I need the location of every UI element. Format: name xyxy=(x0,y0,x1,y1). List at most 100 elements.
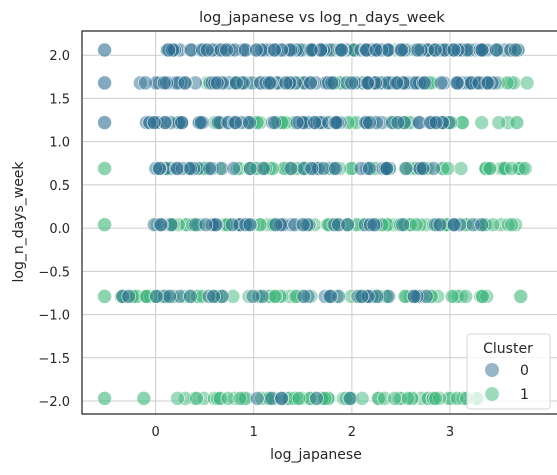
scatter-point-cluster-0 xyxy=(304,161,320,176)
scatter-point-cluster-1 xyxy=(291,390,307,406)
y-tick-label: −1.5 xyxy=(38,352,70,367)
x-tick-label: 2 xyxy=(348,425,356,440)
scatter-point-cluster-0 xyxy=(415,161,431,176)
y-tick-label: −0.5 xyxy=(38,265,70,280)
y-tick-label: 1.5 xyxy=(49,92,70,107)
scatter-point-cluster-0 xyxy=(328,161,344,176)
legend: Cluster 0 1 xyxy=(466,333,551,410)
scatter-point-cluster-0 xyxy=(328,115,344,130)
scatter-point-cluster-0 xyxy=(199,42,215,58)
scatter-point-cluster-0 xyxy=(395,217,411,233)
chart-title: log_japanese vs log_n_days_week xyxy=(199,10,445,26)
scatter-point-cluster-0 xyxy=(368,42,384,58)
scatter-point-cluster-0 xyxy=(177,75,193,91)
scatter-point-cluster-1 xyxy=(513,288,529,304)
scatter-point-cluster-0 xyxy=(474,42,490,58)
scatter-point-cluster-0 xyxy=(228,115,244,130)
scatter-point-cluster-0 xyxy=(229,75,244,91)
x-tick-labels: 0 1 2 3 xyxy=(151,425,454,440)
scatter-point-cluster-0 xyxy=(389,75,404,91)
scatter-point-cluster-0 xyxy=(278,75,294,91)
scatter-point-cluster-0 xyxy=(209,75,225,91)
scatter-point-cluster-0 xyxy=(283,161,299,176)
scatter-point-cluster-0 xyxy=(361,161,377,176)
scatter-point-cluster-1 xyxy=(97,390,112,406)
scatter-point-cluster-0 xyxy=(138,75,153,91)
scatter-point-cluster-1 xyxy=(428,390,444,406)
scatter-point-cluster-1 xyxy=(519,75,535,91)
scatter-point-cluster-1 xyxy=(136,390,152,406)
scatter-point-cluster-1 xyxy=(444,288,460,304)
scatter-point-cluster-1 xyxy=(354,390,370,406)
scatter-point-cluster-1 xyxy=(474,115,490,130)
scatter-point-cluster-0 xyxy=(97,75,112,91)
scatter-point-cluster-0 xyxy=(398,161,414,176)
scatter-point-cluster-0 xyxy=(360,75,376,91)
scatter-point-cluster-0 xyxy=(354,288,370,304)
scatter-point-cluster-0 xyxy=(289,115,305,130)
scatter-point-cluster-0 xyxy=(156,75,172,91)
scatter-point-cluster-0 xyxy=(274,390,290,406)
data-points xyxy=(97,42,535,406)
scatter-point-cluster-0 xyxy=(427,42,443,58)
scatter-point-cluster-0 xyxy=(202,161,218,176)
scatter-point-cluster-1 xyxy=(408,217,424,233)
scatter-point-cluster-1 xyxy=(268,288,284,304)
scatter-point-cluster-0 xyxy=(340,217,356,233)
scatter-point-cluster-1 xyxy=(491,115,507,130)
legend-marker-cluster-0 xyxy=(485,363,499,377)
legend-label-cluster-1: 1 xyxy=(520,387,529,403)
scatter-point-cluster-1 xyxy=(97,161,112,176)
scatter-point-cluster-0 xyxy=(474,217,490,233)
x-tick-label: 0 xyxy=(151,425,159,440)
scatter-point-cluster-0 xyxy=(255,161,271,176)
scatter-point-cluster-1 xyxy=(458,288,474,304)
scatter-point-cluster-0 xyxy=(182,288,198,304)
scatter-point-cluster-0 xyxy=(410,42,426,58)
y-tick-label: 0.5 xyxy=(49,179,70,194)
scatter-point-cluster-0 xyxy=(480,75,496,91)
scatter-point-cluster-0 xyxy=(242,161,258,176)
scatter-point-cluster-1 xyxy=(97,288,112,304)
scatter-point-cluster-0 xyxy=(295,217,311,233)
scatter-point-cluster-0 xyxy=(162,288,178,304)
scatter-point-cluster-0 xyxy=(242,217,258,233)
scatter-point-cluster-1 xyxy=(189,390,205,406)
scatter-point-cluster-0 xyxy=(224,217,240,233)
scatter-point-cluster-1 xyxy=(170,390,185,406)
scatter-point-cluster-0 xyxy=(97,42,112,58)
scatter-point-cluster-0 xyxy=(121,288,137,304)
legend-marker-cluster-1 xyxy=(485,387,499,401)
x-tick-label: 1 xyxy=(250,425,258,440)
scatter-point-cluster-0 xyxy=(242,115,258,130)
scatter-point-cluster-0 xyxy=(428,115,444,130)
scatter-point-cluster-0 xyxy=(267,115,283,130)
scatter-point-cluster-0 xyxy=(362,115,378,130)
scatter-point-cluster-1 xyxy=(387,390,403,406)
legend-label-cluster-0: 0 xyxy=(520,363,529,379)
y-tick-label: 1.0 xyxy=(49,136,70,151)
scatter-point-cluster-0 xyxy=(309,390,324,406)
y-axis-label: log_n_days_week xyxy=(11,161,27,283)
scatter-point-cluster-0 xyxy=(248,42,264,58)
x-tick-label: 3 xyxy=(446,425,454,440)
scatter-point-cluster-0 xyxy=(182,161,198,176)
y-tick-label: −2.0 xyxy=(38,395,70,410)
scatter-point-cluster-0 xyxy=(446,42,462,58)
scatter-point-cluster-0 xyxy=(226,161,242,176)
scatter-point-cluster-1 xyxy=(97,217,112,233)
y-tick-labels: −2.0 −1.5 −1.0 −0.5 0.0 0.5 1.0 1.5 2.0 xyxy=(38,49,70,410)
scatter-point-cluster-1 xyxy=(517,161,533,176)
scatter-point-cluster-0 xyxy=(432,217,448,233)
scatter-point-cluster-0 xyxy=(394,42,410,58)
scatter-point-cluster-0 xyxy=(433,75,449,91)
scatter-point-cluster-0 xyxy=(449,75,465,91)
scatter-point-cluster-0 xyxy=(262,75,277,91)
x-axis-label: log_japanese xyxy=(270,447,362,463)
scatter-point-cluster-0 xyxy=(344,75,360,91)
scatter-point-cluster-0 xyxy=(417,75,433,91)
scatter-point-cluster-1 xyxy=(232,390,248,406)
scatter-point-cluster-0 xyxy=(249,390,265,406)
scatter-point-cluster-0 xyxy=(268,217,284,233)
